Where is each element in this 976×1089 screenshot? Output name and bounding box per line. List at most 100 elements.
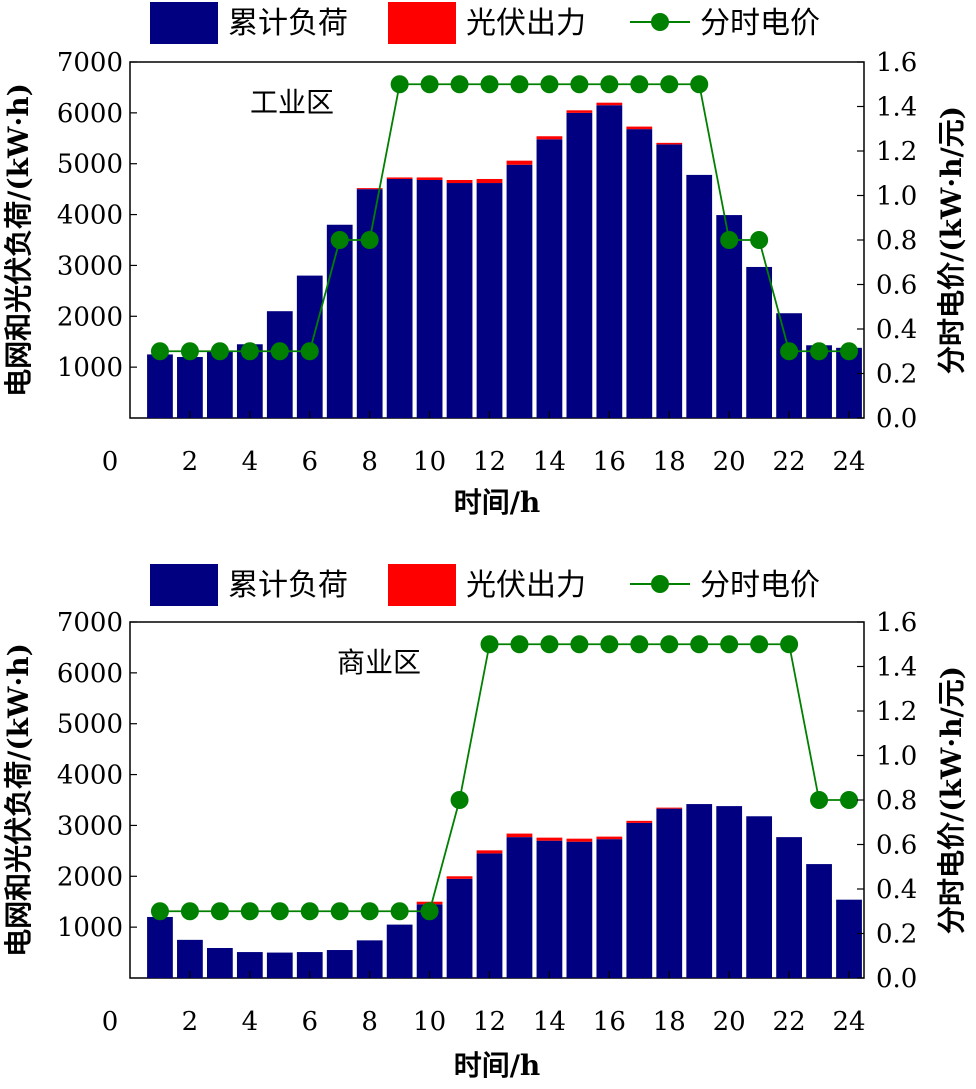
load-bar-h3 [206, 947, 233, 978]
y-left-tick-label-7000: 7000 [57, 608, 123, 638]
price-point-h8 [360, 231, 379, 249]
y-right-tick-label-1.2: 1.2 [876, 697, 917, 727]
legend-swatch-pv [388, 2, 456, 44]
load-bar-h8 [356, 189, 383, 418]
y-right-tick-label-0.2: 0.2 [876, 920, 917, 950]
price-point-h22 [780, 342, 799, 361]
load-bar-h13 [506, 164, 533, 418]
legend: 累计负荷 光伏出力 分时电价 [150, 564, 820, 606]
price-point-h17 [630, 75, 649, 94]
chart-industrial: 累计负荷 光伏出力 分时电价 0 2 4 6 8 10 12 14 16 18 20 22 24 100… [2, 2, 968, 519]
load-bar-h19 [686, 804, 713, 978]
price-point-h14 [540, 635, 559, 654]
y-right-axis-label: 分时电价/(kW·h/元) [935, 666, 968, 934]
x-axis-label: 时间/h [454, 1049, 541, 1082]
load-bar-h1 [147, 354, 173, 418]
x-axis-ticks: 0 2 4 6 8 10 12 14 16 18 20 22 24 [102, 971, 866, 1037]
y-left-tick-label-6000: 6000 [57, 659, 123, 689]
pv-bar-h10 [416, 177, 443, 180]
y-left-ticks: 1000 2000 3000 4000 5000 6000 7000 [57, 48, 137, 383]
load-bar-h16 [596, 105, 623, 418]
x-tick-label-8: 8 [361, 447, 378, 477]
load-bar-h7 [326, 224, 353, 418]
legend-label-pv: 光伏出力 [466, 568, 586, 603]
pv-bar-h13 [506, 833, 533, 838]
x-tick-label-6: 6 [301, 1007, 318, 1037]
load-bars [147, 804, 862, 978]
legend-label-load: 累计负荷 [228, 568, 348, 603]
price-series [150, 635, 859, 921]
price-point-h14 [540, 75, 559, 94]
pv-bar-h17 [626, 820, 653, 823]
y-right-tick-label-1.6: 1.6 [876, 48, 917, 78]
pv-bar-h9 [386, 177, 413, 179]
y-left-tick-label-4000: 4000 [57, 201, 123, 231]
price-point-h11 [450, 75, 469, 94]
price-point-h12 [480, 75, 499, 94]
price-point-h5 [270, 342, 289, 361]
y-right-axis-label: 分时电价/(kW·h/元) [935, 106, 968, 374]
price-point-h10 [420, 75, 439, 94]
pv-bar-h11 [446, 876, 473, 879]
price-point-h13 [510, 75, 529, 94]
price-point-h4 [240, 902, 259, 921]
load-bar-h7 [326, 950, 353, 978]
load-bar-h9 [386, 924, 413, 978]
load-bar-h21 [746, 266, 773, 418]
x-tick-label-22: 22 [773, 1007, 806, 1037]
x-tick-label-4: 4 [242, 447, 259, 477]
x-tick-label-16: 16 [593, 1007, 626, 1037]
load-bar-h15 [566, 112, 593, 418]
pv-bar-h13 [506, 160, 533, 165]
pv-bars [356, 102, 683, 190]
pv-bar-h16 [596, 836, 623, 840]
price-point-h23 [810, 791, 829, 809]
y-right-tick-label-0.0: 0.0 [876, 404, 917, 434]
legend-marker-price [651, 13, 669, 31]
x-tick-label-18: 18 [653, 447, 686, 477]
pv-bar-h12 [476, 178, 503, 184]
pv-bar-h18 [656, 807, 683, 809]
y-left-tick-label-4000: 4000 [57, 761, 123, 791]
y-right-tick-label-0.2: 0.2 [876, 360, 917, 390]
load-bar-h20 [716, 806, 743, 978]
pv-bar-h12 [476, 850, 503, 854]
price-point-h21 [750, 635, 769, 654]
y-left-tick-label-7000: 7000 [57, 48, 123, 78]
load-bar-h16 [596, 839, 623, 978]
x-axis-label: 时间/h [454, 486, 541, 519]
x-tick-label-24: 24 [832, 447, 865, 477]
y-left-tick-label-6000: 6000 [57, 99, 123, 129]
load-bar-h17 [626, 129, 653, 419]
load-bar-h15 [566, 841, 593, 978]
chart-commercial: 累计负荷 光伏出力 分时电价 0 2 4 6 8 10 12 14 16 18 20 22 24 10 0… [2, 564, 968, 1082]
legend-swatch-load [150, 564, 218, 606]
price-point-h1 [150, 902, 169, 921]
x-tick-label-10: 10 [413, 1007, 446, 1037]
load-bar-h17 [626, 822, 653, 978]
pv-bar-h15 [566, 110, 593, 113]
legend: 累计负荷 光伏出力 分时电价 [150, 2, 820, 44]
price-point-h15 [570, 75, 589, 94]
y-right-tick-label-1.0: 1.0 [876, 742, 917, 772]
price-point-h13 [510, 635, 529, 654]
price-point-h4 [240, 342, 259, 361]
load-bar-h19 [686, 174, 713, 418]
y-right-ticks: 0.0 0.2 0.4 0.6 0.8 1.0 1.2 1.4 1.6 [857, 48, 917, 434]
pv-bar-h8 [356, 188, 383, 190]
price-point-h6 [300, 342, 319, 361]
x-tick-label-10: 10 [413, 447, 446, 477]
legend-swatch-pv [388, 564, 456, 606]
pv-bar-h17 [626, 126, 653, 130]
legend-label-price: 分时电价 [700, 568, 820, 603]
y-left-tick-label-2000: 2000 [57, 302, 123, 332]
load-bar-h9 [386, 178, 413, 418]
y-right-tick-label-0.6: 0.6 [876, 271, 917, 301]
price-line [159, 83, 850, 353]
load-bar-h22 [776, 837, 802, 978]
y-left-ticks: 1000 2000 3000 4000 5000 6000 7000 [57, 608, 137, 943]
legend-marker-price [651, 575, 669, 593]
y-right-tick-label-1.2: 1.2 [876, 137, 917, 167]
y-left-tick-label-1000: 1000 [57, 353, 123, 383]
price-point-h12 [480, 635, 499, 654]
